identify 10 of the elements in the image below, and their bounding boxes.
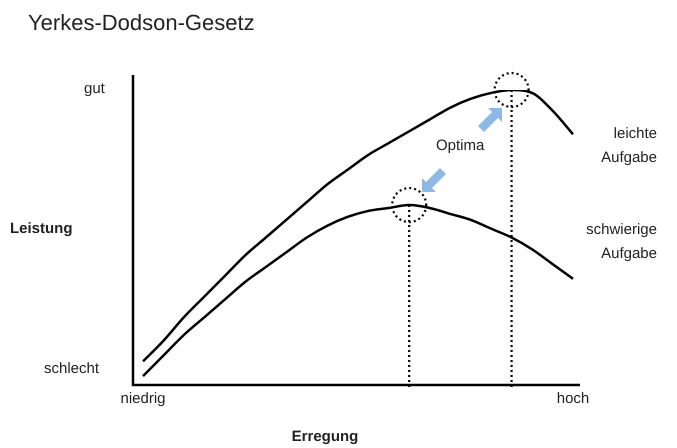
series-label: leichte Aufgabe	[600, 124, 657, 168]
text: gut	[84, 80, 105, 97]
x-axis-title: Erregung	[292, 428, 358, 445]
x-tick-label: niedrig	[120, 390, 166, 407]
x-tick-label: hoch	[556, 390, 590, 407]
series-label: schwierige Aufgabe	[585, 220, 657, 264]
annotation: Optima	[436, 137, 484, 154]
text: schlecht	[44, 360, 100, 377]
y-axis-title: Leistung	[10, 220, 72, 237]
chart-title: Yerkes-Dodson-Gesetz	[28, 10, 255, 36]
